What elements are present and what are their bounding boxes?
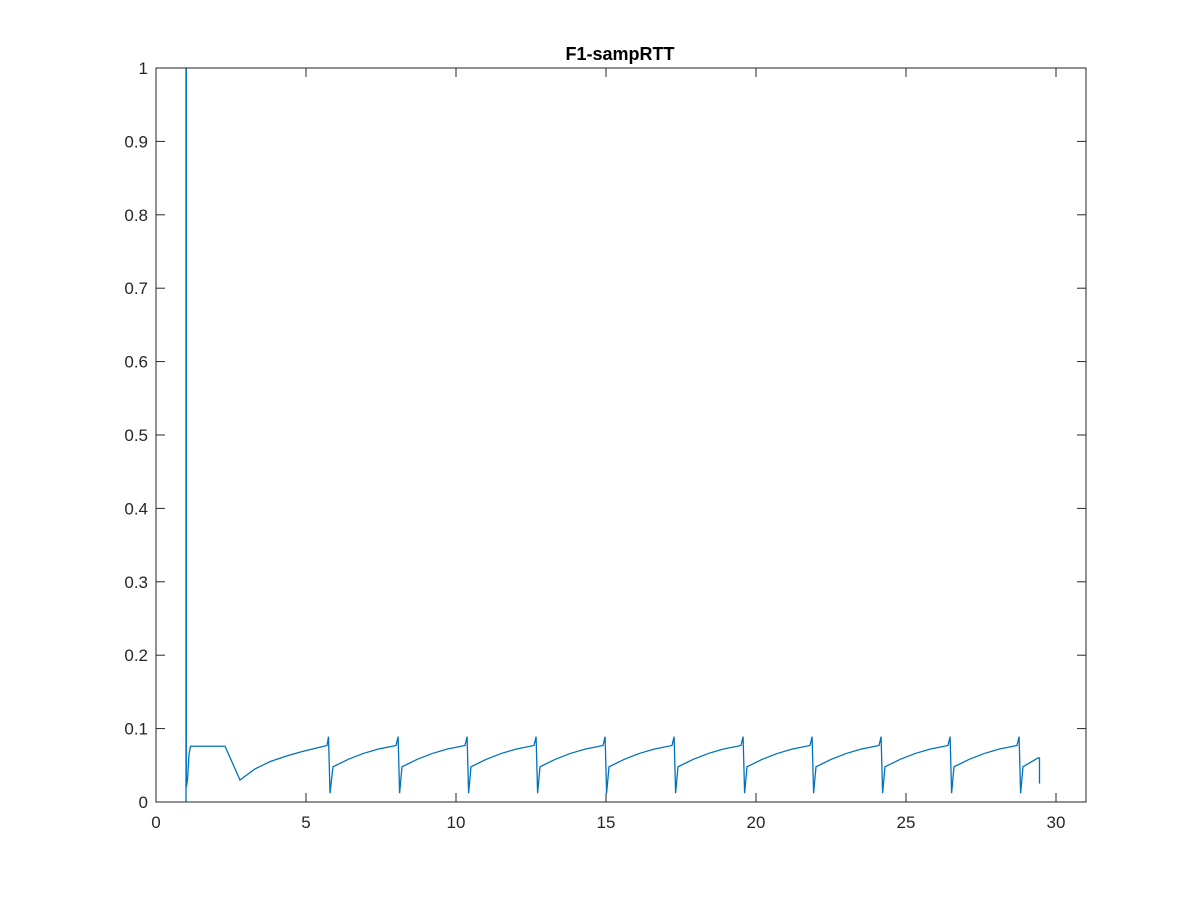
x-tick-label: 0 [151,813,160,832]
y-tick-label: 1 [139,59,148,78]
y-tick-label: 0.6 [124,353,148,372]
x-tick-label: 5 [301,813,310,832]
y-tick-label: 0.2 [124,646,148,665]
y-tick-label: 0 [139,793,148,812]
y-tick-label: 0.7 [124,279,148,298]
x-axis-ticks: 0 5 10 15 20 25 30 [151,68,1065,832]
x-tick-label: 20 [747,813,766,832]
x-tick-label: 15 [597,813,616,832]
y-tick-label: 0.3 [124,573,148,592]
series-line-0 [185,67,1041,802]
x-tick-label: 30 [1047,813,1066,832]
x-tick-label: 25 [897,813,916,832]
y-tick-label: 0.9 [124,132,148,151]
y-tick-label: 0.8 [124,206,148,225]
chart-title: F1-sampRTT [565,44,674,64]
y-tick-label: 0.1 [124,720,148,739]
series-layer [185,67,1041,802]
x-tick-label: 10 [447,813,466,832]
y-tick-label: 0.5 [124,426,148,445]
y-axis-ticks: 0 0.1 0.2 0.3 0.4 0.5 0.6 0.7 0.8 0.9 1 [124,59,1086,812]
plot-area [156,68,1086,802]
y-tick-label: 0.4 [124,499,148,518]
